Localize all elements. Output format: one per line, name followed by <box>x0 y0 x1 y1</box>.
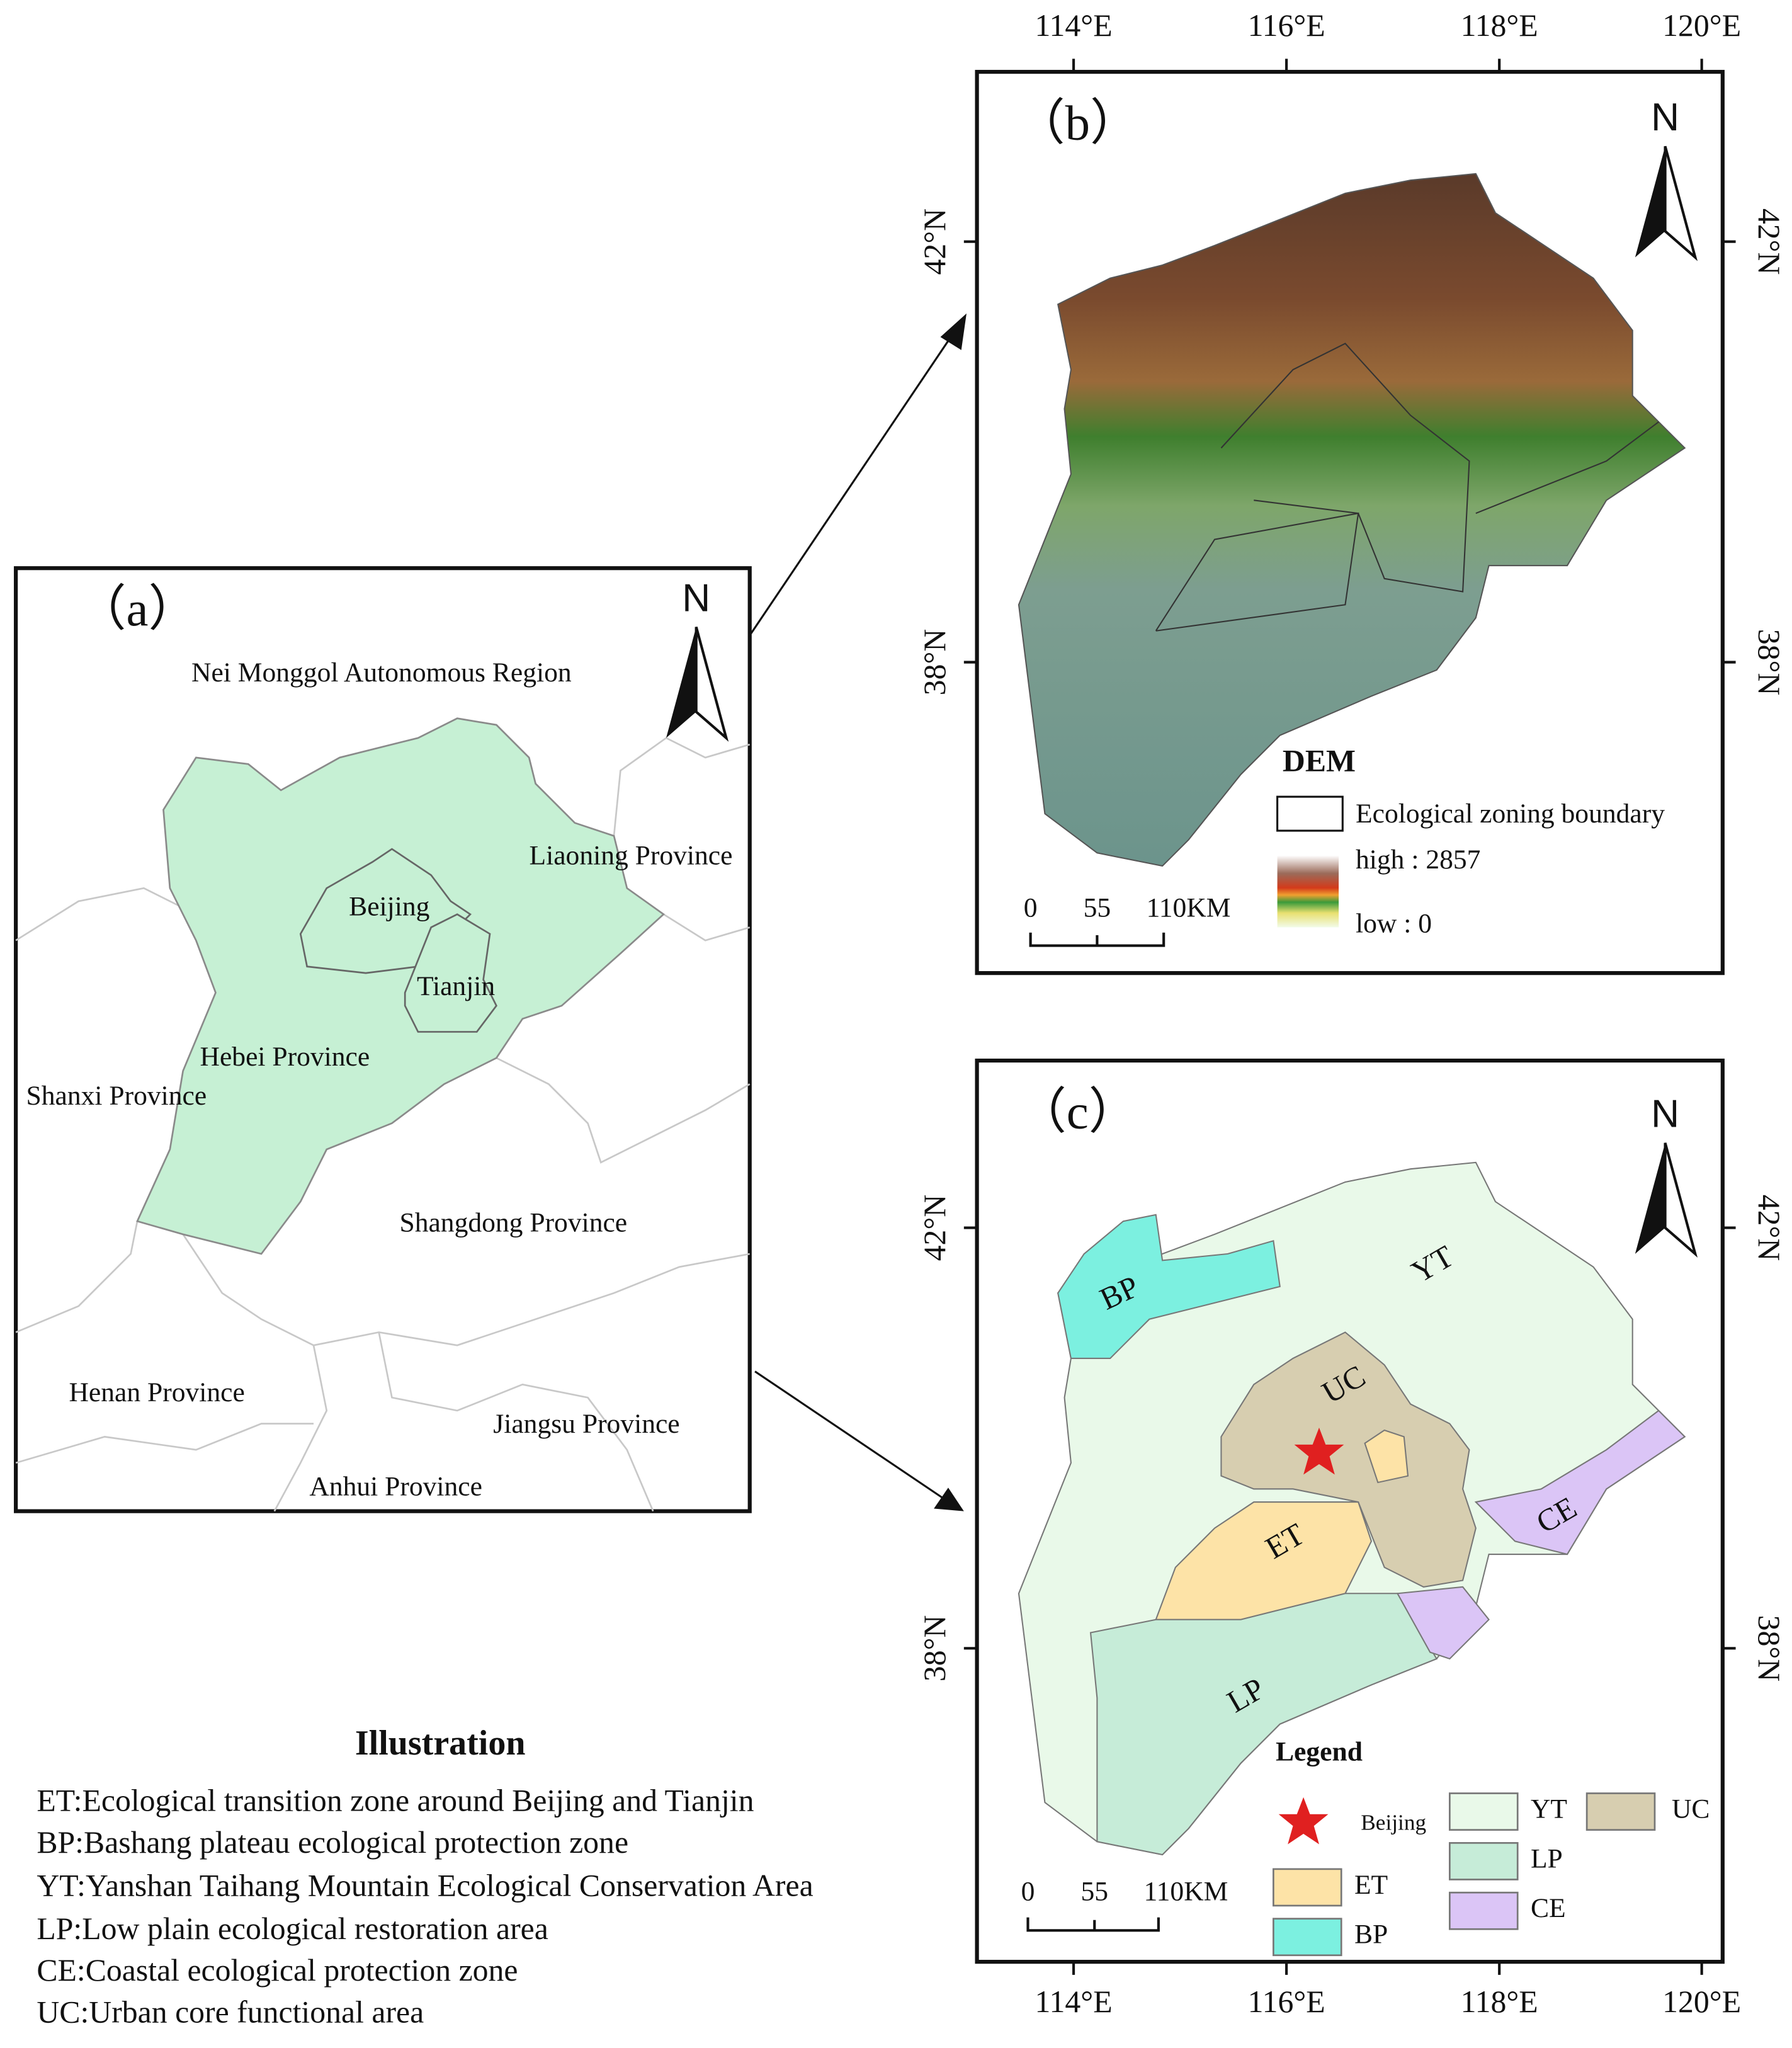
zone-et <box>1364 1429 1409 1484</box>
legend-label: BP <box>1354 1920 1388 1950</box>
tianjin <box>404 913 497 1033</box>
province-boundaries <box>15 737 751 1512</box>
zone-lp <box>1089 1593 1438 1856</box>
panel-label: （b） <box>1016 96 1140 151</box>
lon-tick-label: 114°E <box>1035 8 1113 43</box>
scale-label: 0 <box>1021 1876 1035 1906</box>
region-label: Tianjin <box>417 971 495 1001</box>
lon-tick-label: 116°E <box>1248 1984 1325 2019</box>
connector-arrow <box>750 313 967 1511</box>
lon-tick-label: 120°E <box>1662 8 1741 43</box>
beijing-star <box>1294 1427 1344 1475</box>
panel-c-frame <box>975 1058 1725 1964</box>
legend-label: low : 0 <box>1356 908 1432 938</box>
lat-tick-label: 38°N <box>917 1615 952 1682</box>
legend-label: high : 2857 <box>1356 845 1480 875</box>
region-label: Shangdong Province <box>399 1207 627 1237</box>
dem-ramp <box>1277 855 1339 928</box>
lon-tick-label: 118°E <box>1461 1984 1538 2019</box>
panel-label: （a） <box>77 582 198 637</box>
legend-label: YT <box>1531 1794 1567 1824</box>
scale-label: 55 <box>1084 893 1111 923</box>
north-label: N <box>682 576 710 620</box>
illustration-line: ET:Ecological transition zone around Bei… <box>37 1783 754 1818</box>
lon-tick-label: 120°E <box>1662 1984 1741 2019</box>
region-label: Anhui Province <box>309 1471 482 1501</box>
legend-label: ET <box>1354 1870 1388 1900</box>
region-label: Liaoning Province <box>530 841 733 871</box>
north-label: N <box>1651 1093 1679 1136</box>
region-label: Shanxi Province <box>26 1081 207 1111</box>
panel-label: （c） <box>1017 1084 1138 1139</box>
region-label: Henan Province <box>69 1377 244 1408</box>
scale-label: 0 <box>1024 893 1038 923</box>
north-arrow <box>1635 1142 1698 1258</box>
zone-ce <box>1396 1586 1490 1660</box>
north-arrow <box>666 626 729 742</box>
illustration-line: UC:Urban core functional area <box>37 1995 424 2030</box>
scale-label: 110KM <box>1147 893 1231 923</box>
legend-swatches <box>1273 1792 1656 1957</box>
scale-bar <box>1026 1917 1160 1932</box>
lon-tick-label: 116°E <box>1248 8 1325 43</box>
zone-bp <box>1057 1214 1281 1359</box>
illustration-title: Illustration <box>355 1724 526 1763</box>
region-label: Hebei Province <box>200 1042 370 1072</box>
region-label: Nei Monggol Autonomous Region <box>191 657 572 688</box>
lat-tick-label: 42°N <box>917 1195 952 1261</box>
tick-marks <box>963 59 1736 664</box>
legend-label: CE <box>1531 1893 1566 1923</box>
region-label: Jiangsu Province <box>493 1409 679 1439</box>
scale-label: 55 <box>1080 1876 1108 1906</box>
panel-a-frame <box>14 566 752 1513</box>
scale-label: 110KM <box>1143 1876 1228 1906</box>
zone-uc <box>1220 1331 1477 1588</box>
lat-tick-label: 38°N <box>917 629 952 696</box>
illustration-line: CE:Coastal ecological protection zone <box>37 1953 518 1988</box>
panel-b-frame <box>975 69 1725 976</box>
illustration-line: LP:Low plain ecological restoration area <box>37 1911 548 1946</box>
north-label: N <box>1651 96 1679 139</box>
illustration-line: BP:Bashang plateau ecological protection… <box>37 1825 628 1860</box>
lat-tick-label: 38°N <box>1752 1615 1786 1682</box>
legend-label: Ecological zoning boundary <box>1356 799 1665 829</box>
north-arrow <box>1635 145 1698 261</box>
dem-map <box>1018 173 1686 867</box>
legend-swatch <box>1276 795 1344 832</box>
lat-tick-label: 42°N <box>1752 1195 1786 1261</box>
tick-marks <box>963 1226 1736 1975</box>
legend-label: LP <box>1531 1843 1563 1874</box>
lat-tick-label: 42°N <box>1752 208 1786 275</box>
region-label: Beijing <box>349 891 429 921</box>
legend-label: Beijing <box>1361 1810 1426 1835</box>
legend-title: DEM <box>1283 744 1356 778</box>
lon-tick-label: 114°E <box>1035 1984 1113 2019</box>
legend-star <box>1278 1797 1329 1845</box>
lon-tick-label: 118°E <box>1461 8 1538 43</box>
legend-label: UC <box>1672 1794 1710 1824</box>
hebei <box>136 717 665 1255</box>
scale-bar <box>1029 932 1165 947</box>
legend-title: Legend <box>1276 1736 1363 1766</box>
illustration-line: YT:Yanshan Taihang Mountain Ecological C… <box>37 1868 813 1903</box>
lat-tick-label: 42°N <box>917 208 952 275</box>
lat-tick-label: 38°N <box>1752 629 1786 696</box>
zone-ce <box>1474 1409 1686 1556</box>
